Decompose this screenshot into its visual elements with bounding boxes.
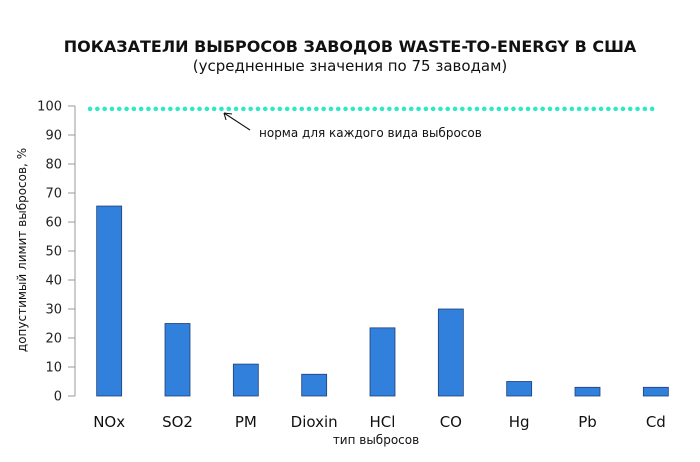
y-tick-label: 70 bbox=[45, 187, 62, 202]
x-tick-label: Cd bbox=[646, 413, 666, 431]
y-tick-label: 60 bbox=[45, 216, 62, 231]
x-tick-label: PM bbox=[235, 413, 257, 431]
bars bbox=[96, 205, 669, 397]
bar-so2 bbox=[164, 323, 191, 397]
y-tick-label: 50 bbox=[45, 245, 62, 260]
x-tick-label: Dioxin bbox=[291, 413, 338, 431]
y-tick-label: 0 bbox=[54, 390, 62, 405]
x-tick-labels: NOx SO2 PM Dioxin HCl CO Hg Pb Cd bbox=[93, 413, 666, 431]
bar-pm bbox=[232, 363, 259, 397]
reference-annotation: норма для каждого вида выбросов bbox=[259, 126, 482, 140]
x-tick-label: Pb bbox=[578, 413, 597, 431]
annotation-arrow-shaft bbox=[223, 112, 251, 131]
y-tick-label: 90 bbox=[45, 129, 62, 144]
y-tick-label: 10 bbox=[45, 361, 62, 376]
y-axis-label: допустимый лимит выбросов, % bbox=[15, 148, 29, 352]
x-tick-label: NOx bbox=[93, 413, 125, 431]
y-tick-label: 80 bbox=[45, 158, 62, 173]
bar-cd bbox=[642, 386, 669, 397]
y-tick-label: 30 bbox=[45, 303, 62, 318]
bar-hcl bbox=[369, 327, 396, 397]
bar-pb bbox=[574, 386, 601, 397]
bar-dioxin bbox=[301, 373, 328, 397]
bar-hg bbox=[506, 381, 533, 397]
chart-subtitle: (усредненные значения по 75 заводам) bbox=[193, 57, 508, 75]
y-tick-label: 100 bbox=[37, 100, 62, 115]
x-axis-label: тип выбросов bbox=[333, 433, 419, 447]
x-tick-label: SO2 bbox=[162, 413, 193, 431]
chart-title: ПОКАЗАТЕЛИ ВЫБРОСОВ ЗАВОДОВ WASTE-TO-ENE… bbox=[64, 37, 637, 56]
bar-co bbox=[437, 308, 464, 397]
reference-line-group: норма для каждого вида выбросов bbox=[87, 106, 659, 140]
x-tick-label: HCl bbox=[370, 413, 396, 431]
y-tick-label: 40 bbox=[45, 274, 62, 289]
annotation-arrow-head bbox=[223, 112, 233, 121]
y-axis: 0 10 20 30 40 50 60 70 80 90 100 bbox=[37, 100, 76, 405]
y-tick-label: 20 bbox=[45, 332, 62, 347]
x-tick-label: Hg bbox=[509, 413, 530, 431]
x-tick-label: CO bbox=[440, 413, 462, 431]
bar-nox bbox=[96, 205, 123, 397]
